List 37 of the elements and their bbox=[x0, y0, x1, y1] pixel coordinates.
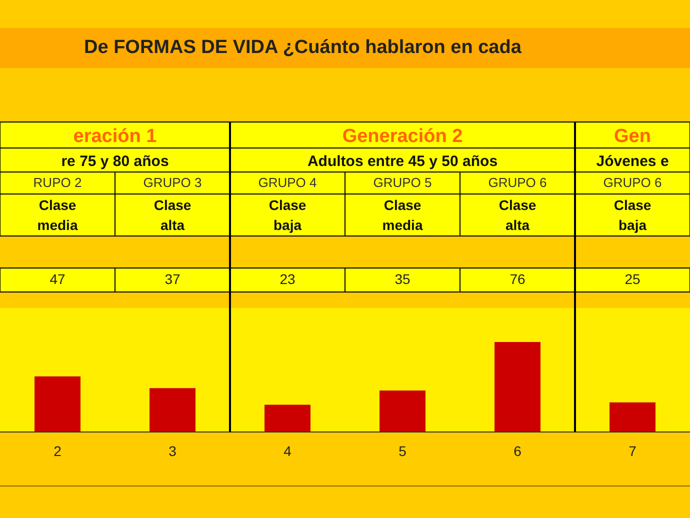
data-label: 25 bbox=[624, 271, 640, 287]
x-tick-label: 4 bbox=[284, 443, 292, 459]
text: RUPO 2 bbox=[33, 175, 82, 190]
chart-title: De FORMAS DE VIDA ¿Cuánto hablaron en cada bbox=[84, 37, 522, 58]
x-tick-label: 6 bbox=[514, 443, 522, 459]
text: Clase media bbox=[37, 197, 78, 233]
bar bbox=[150, 388, 196, 432]
text: GRUPO 4 bbox=[258, 175, 317, 190]
text: eración 1 bbox=[73, 126, 158, 147]
text: GRUPO 6 bbox=[488, 175, 547, 190]
bar bbox=[34, 376, 80, 432]
text: GRUPO 3 bbox=[143, 175, 202, 190]
text: Clase alta bbox=[154, 197, 192, 233]
text: Jóvenes e bbox=[596, 153, 669, 170]
bar bbox=[264, 404, 310, 432]
data-label: 76 bbox=[510, 271, 526, 287]
data-label: 47 bbox=[50, 271, 66, 287]
text: GRUPO 5 bbox=[373, 175, 432, 190]
data-label: 23 bbox=[280, 271, 296, 287]
bar bbox=[610, 402, 656, 432]
text: Clase baja bbox=[614, 197, 652, 233]
data-label: 35 bbox=[394, 271, 410, 287]
text: Gen bbox=[614, 126, 651, 147]
bar bbox=[494, 342, 540, 432]
bar bbox=[380, 390, 426, 432]
text: Generación 2 bbox=[342, 126, 463, 147]
text: GRUPO 6 bbox=[603, 175, 662, 190]
x-tick-label: 5 bbox=[398, 443, 407, 459]
text: Clase alta bbox=[498, 197, 536, 233]
x-tick-label: 7 bbox=[628, 443, 637, 459]
text: Adultos entre 45 y 50 años bbox=[307, 153, 498, 170]
text: Clase media bbox=[382, 197, 423, 233]
x-tick-label: 2 bbox=[54, 443, 62, 459]
data-label: 37 bbox=[164, 271, 180, 287]
x-tick-label: 3 bbox=[168, 443, 177, 459]
text: Clase baja bbox=[268, 197, 306, 233]
text: re 75 y 80 años bbox=[61, 153, 169, 170]
